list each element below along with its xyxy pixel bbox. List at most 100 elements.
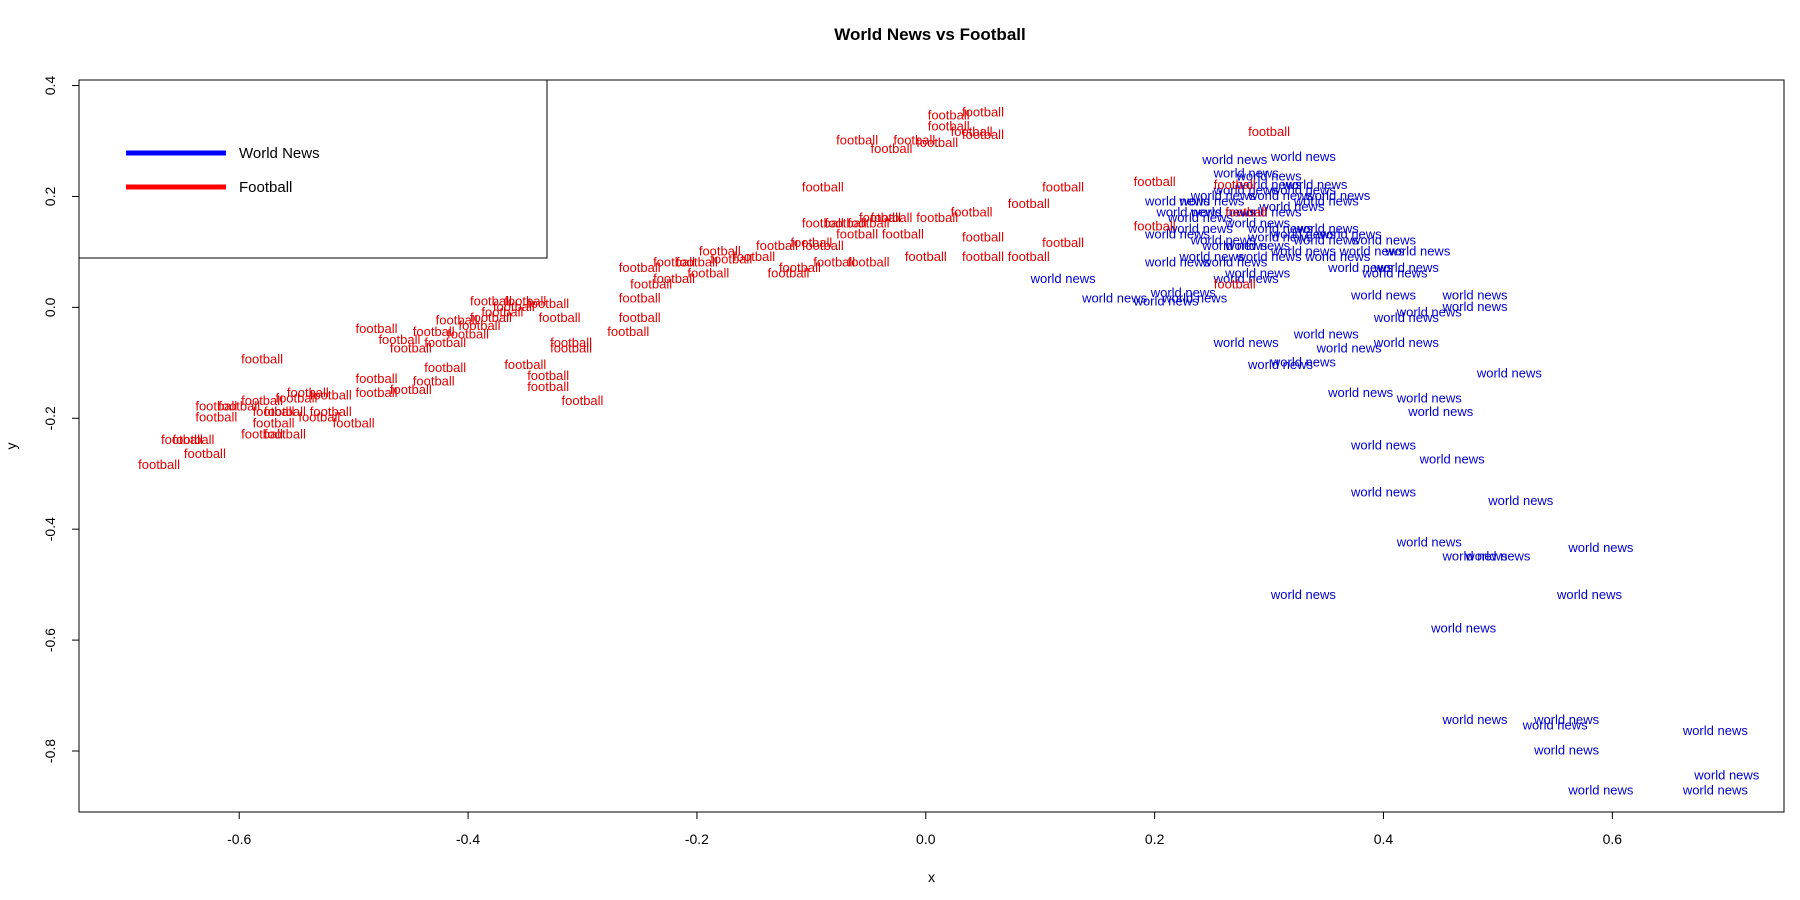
point-label: world news	[1155, 205, 1222, 220]
point-label: world news	[1682, 723, 1749, 738]
plot-frame	[78, 79, 1785, 813]
point-label: world news	[1464, 548, 1531, 563]
point-label: football	[676, 254, 718, 269]
point-label: world news	[1442, 288, 1509, 303]
point-label: world news	[1693, 767, 1760, 782]
point-label: world news	[1144, 254, 1211, 269]
point-label: football	[836, 132, 878, 147]
point-label: football	[527, 379, 569, 394]
point-label: football	[504, 293, 546, 308]
point-label: football	[1225, 205, 1267, 220]
point-label: football	[1042, 180, 1084, 195]
point-label: football	[562, 393, 604, 408]
point-label: world news	[1293, 232, 1360, 247]
point-label: football	[287, 385, 329, 400]
point-label: football	[790, 235, 832, 250]
point-label: football	[951, 124, 993, 139]
point-label: world news	[1270, 587, 1337, 602]
point-label: world news	[1327, 385, 1394, 400]
point-label: football	[436, 313, 478, 328]
point-label: world news	[1442, 299, 1509, 314]
point-label: football	[893, 132, 935, 147]
point-label: football	[1248, 124, 1290, 139]
point-label: world news	[1316, 340, 1383, 355]
point-label: football	[253, 404, 295, 419]
point-label: world news	[1167, 210, 1234, 225]
point-label: world news	[1144, 193, 1211, 208]
point-label: world news	[1487, 493, 1554, 508]
point-label: football	[424, 360, 466, 375]
point-label: world news	[1293, 327, 1360, 342]
point-label: football	[619, 290, 661, 305]
point-label: world news	[1396, 390, 1463, 405]
point-label: football	[848, 216, 890, 231]
point-label: football	[356, 371, 398, 386]
point-label: football	[195, 410, 237, 425]
point-label: world news	[1281, 177, 1348, 192]
point-label: world news	[1213, 271, 1280, 286]
point-label: world news	[1373, 335, 1440, 350]
point-label: football	[962, 249, 1004, 264]
point-label: football	[882, 227, 924, 242]
point-label: football	[962, 127, 1004, 142]
point-label: football	[550, 335, 592, 350]
point-label: football	[687, 266, 729, 281]
point-label: world news	[1247, 221, 1314, 236]
point-label: world news	[1533, 712, 1600, 727]
point-label: football	[184, 446, 226, 461]
point-label: football	[241, 351, 283, 366]
point-label: world news	[1201, 152, 1268, 167]
point-label: world news	[1361, 266, 1428, 281]
point-label: football	[550, 340, 592, 355]
point-label: football	[802, 180, 844, 195]
point-label: world news	[1236, 168, 1303, 183]
point-label: world news	[1190, 188, 1257, 203]
point-label: football	[539, 310, 581, 325]
point-label: football	[356, 321, 398, 336]
point-label: football	[653, 254, 695, 269]
y-tick-label: -0.2	[42, 406, 58, 430]
point-label: world news	[1201, 254, 1268, 269]
point-label: world news	[1167, 221, 1234, 236]
point-label: football	[813, 254, 855, 269]
point-label: football	[619, 260, 661, 275]
point-label: world news	[1247, 229, 1314, 244]
point-label: world news	[1236, 177, 1303, 192]
point-label: football	[779, 260, 821, 275]
point-label: football	[138, 457, 180, 472]
y-tick-label: -0.6	[42, 628, 58, 652]
point-label: world news	[1396, 304, 1463, 319]
point-label: world news	[1270, 354, 1337, 369]
point-label: world news	[1442, 548, 1509, 563]
point-label: world news	[1270, 149, 1337, 164]
point-label: football	[378, 332, 420, 347]
point-label: football	[859, 210, 901, 225]
point-label: world news	[1350, 485, 1417, 500]
point-label: world news	[1270, 227, 1337, 242]
point-label: world news	[1304, 249, 1371, 264]
point-label: world news	[1293, 221, 1360, 236]
y-tick-label: 0.4	[42, 76, 58, 96]
point-label: football	[870, 141, 912, 156]
point-label: world news	[1133, 293, 1200, 308]
y-axis: -0.8 -0.6 -0.4 -0.2 0.0 0.2 0.4	[42, 76, 79, 763]
point-label: world news	[1567, 782, 1634, 797]
point-label: world news	[1161, 290, 1228, 305]
point-label: world news	[1190, 205, 1257, 220]
point-label: football	[172, 432, 214, 447]
point-label: football	[962, 229, 1004, 244]
point-label: football	[161, 432, 203, 447]
point-label: football	[905, 249, 947, 264]
point-label: football	[870, 210, 912, 225]
point-label: football	[470, 310, 512, 325]
point-label: world news	[1373, 260, 1440, 275]
x-tick-label: 0.0	[916, 831, 936, 847]
point-label: football	[733, 249, 775, 264]
point-label: world news	[1350, 232, 1417, 247]
point-label: football	[264, 404, 306, 419]
point-label: football	[836, 227, 878, 242]
x-tick-label: 0.6	[1603, 831, 1623, 847]
point-label: world news	[1213, 182, 1280, 197]
